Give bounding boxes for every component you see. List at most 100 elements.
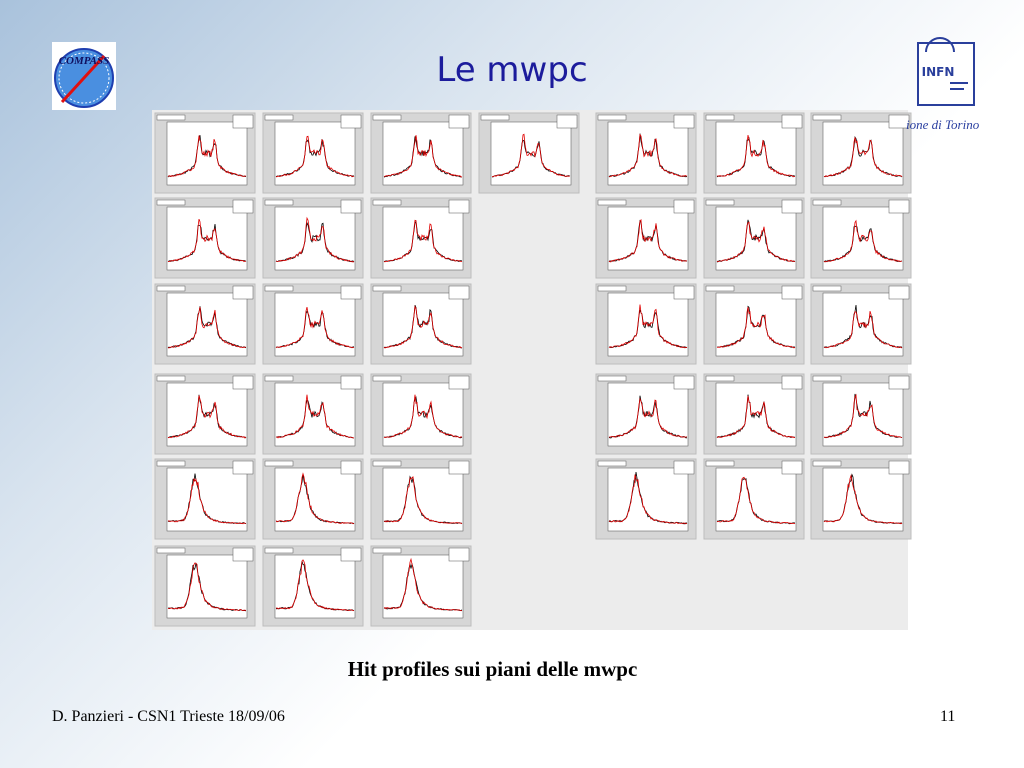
panel-title	[372, 460, 402, 467]
logo-text: COMPASS	[59, 55, 110, 67]
panel-title	[480, 114, 510, 121]
panel-title	[264, 375, 294, 382]
stats-box	[673, 285, 695, 300]
plot-area	[607, 292, 689, 357]
plot-area	[382, 382, 464, 447]
profile-red	[716, 307, 796, 349]
stats-box	[340, 199, 362, 214]
profile-red	[167, 306, 247, 349]
profile-black	[608, 309, 688, 349]
logo-line	[950, 82, 968, 84]
profile-red	[383, 394, 463, 439]
profile-black	[608, 219, 688, 262]
panel-title	[264, 285, 294, 292]
panel-title	[597, 114, 627, 121]
panel-title	[156, 114, 186, 121]
panel-title	[156, 285, 186, 292]
plot-area	[166, 467, 248, 532]
profile-red	[167, 478, 247, 525]
plot-area	[607, 467, 689, 532]
profile-red	[275, 472, 355, 525]
stats-box	[781, 460, 803, 475]
profile-red	[823, 393, 903, 439]
profile-red	[275, 216, 355, 263]
profile-red	[716, 221, 796, 263]
panel-title	[156, 199, 186, 206]
panel-title	[812, 199, 842, 206]
panel-title	[156, 460, 186, 467]
logo-frame	[917, 42, 975, 106]
profile-red	[823, 474, 903, 525]
profile-red	[383, 476, 463, 525]
panel-title	[705, 375, 735, 382]
profile-red	[167, 218, 247, 263]
profile-black	[383, 305, 463, 349]
stats-box	[888, 114, 910, 129]
panel-title	[597, 375, 627, 382]
profile-red	[275, 135, 355, 178]
stats-box	[448, 460, 470, 475]
stats-box	[340, 547, 362, 562]
profile-red	[608, 397, 687, 438]
stats-box	[448, 285, 470, 300]
histogram-grid	[154, 112, 912, 627]
panel-title	[705, 460, 735, 467]
panel-title	[812, 114, 842, 121]
stats-box	[888, 199, 910, 214]
stats-box	[781, 114, 803, 129]
stats-box	[781, 285, 803, 300]
profile-red	[275, 394, 355, 439]
profile-red	[167, 562, 246, 612]
stats-box	[673, 460, 695, 475]
stats-box	[673, 375, 695, 390]
panel-title	[705, 285, 735, 292]
panel-title	[264, 460, 294, 467]
profile-black	[167, 223, 247, 262]
stats-box	[448, 114, 470, 129]
plot-area	[715, 467, 797, 532]
panel-title	[372, 114, 402, 121]
affiliation: ione di Torino	[906, 117, 980, 132]
profile-red	[823, 310, 903, 349]
stats-box	[232, 460, 254, 475]
profile-red	[383, 305, 463, 349]
profile-red	[608, 304, 688, 349]
profile-red	[608, 474, 688, 525]
stats-box	[888, 460, 910, 475]
profile-red	[823, 137, 903, 178]
plot-area	[822, 467, 904, 532]
plot-area	[274, 382, 356, 447]
logo-text: INFN	[922, 65, 955, 79]
page-number: 11	[940, 708, 956, 725]
panel-title	[812, 285, 842, 292]
panel-title	[812, 460, 842, 467]
profile-red	[167, 395, 247, 439]
panel-title	[372, 547, 402, 554]
infn-logo: INFN	[917, 37, 975, 106]
stats-box	[232, 285, 254, 300]
profile-red	[167, 135, 247, 178]
profile-red	[716, 135, 796, 178]
compass-logo: COMPASS	[52, 42, 116, 110]
stats-box	[232, 199, 254, 214]
profile-red	[275, 559, 355, 612]
panel-title	[597, 460, 627, 467]
plot-area	[607, 121, 689, 186]
plot-area	[715, 121, 797, 186]
profile-red	[716, 395, 796, 439]
panel-title	[705, 114, 735, 121]
stats-box	[673, 114, 695, 129]
title: Le mwpc	[436, 50, 588, 90]
panel-title	[372, 199, 402, 206]
stats-box	[888, 285, 910, 300]
panel-title	[156, 547, 186, 554]
plot-area	[274, 467, 356, 532]
stats-box	[340, 114, 362, 129]
stats-box	[448, 375, 470, 390]
panel-title	[597, 285, 627, 292]
stats-box	[232, 114, 254, 129]
profile-red	[383, 219, 463, 263]
panel-title	[264, 547, 294, 554]
profile-red	[608, 133, 688, 178]
plot-area	[166, 121, 248, 186]
